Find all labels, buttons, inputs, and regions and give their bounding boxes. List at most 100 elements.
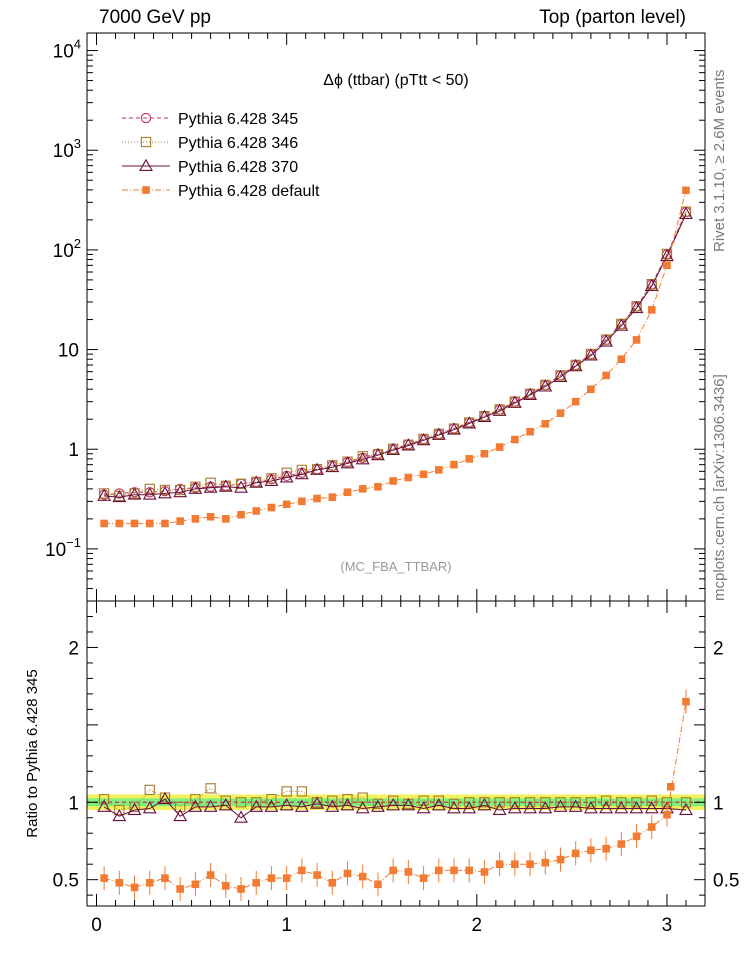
main-data-point	[632, 336, 641, 344]
main-data-point	[587, 385, 595, 394]
ratio-data-point	[585, 797, 597, 808]
main-data-point	[644, 278, 659, 291]
main-data-point	[328, 493, 337, 502]
ratio-y-tick-label-right: 2	[713, 638, 724, 659]
main-data-point	[507, 395, 522, 408]
ratio-data-point	[431, 798, 446, 811]
main-data-point	[191, 515, 200, 523]
main-data-point	[206, 512, 215, 521]
main-data-point	[279, 470, 294, 483]
main-data-point	[583, 348, 598, 361]
y-tick-label: 104	[53, 37, 81, 63]
main-data-point	[144, 483, 155, 495]
main-data-point	[235, 478, 247, 489]
main-data-point	[556, 409, 565, 417]
ratio-data-point	[114, 804, 125, 816]
main-series-line	[104, 190, 687, 524]
legend: Pythia 6.428 345 Pythia 6.428 346 Pythia 6…	[122, 111, 320, 200]
main-data-point	[358, 485, 367, 493]
legend-marker	[140, 112, 152, 124]
plot-title: Δϕ (ttbar) (pTtt < 50)	[323, 72, 468, 89]
main-data-point	[294, 466, 309, 480]
ratio-data-point	[340, 798, 355, 811]
main-data-point	[616, 318, 627, 330]
ratio-data-point	[507, 801, 522, 814]
ratio-data-point	[462, 801, 477, 814]
ratio-series-line	[103, 798, 687, 819]
ratio-data-point	[509, 797, 520, 808]
main-data-point	[355, 452, 370, 465]
main-data-point	[218, 479, 233, 492]
x-tick-label: 1	[281, 915, 292, 936]
ratio-data-point	[205, 783, 216, 794]
main-data-point	[370, 447, 385, 461]
ratio-data-point	[629, 801, 644, 814]
legend-marker	[140, 136, 152, 148]
ratio-data-point	[538, 801, 553, 814]
ratio-data-point	[599, 801, 614, 814]
main-data-point	[682, 186, 690, 195]
ratio-data-point	[666, 782, 675, 791]
main-data-point	[602, 371, 610, 380]
main-data-point	[343, 488, 352, 497]
main-data-point	[310, 462, 325, 475]
x-tick-label: 3	[662, 915, 673, 936]
main-data-point	[130, 519, 139, 528]
ratio-y-tick-label: 1	[68, 793, 79, 814]
main-data-point	[679, 206, 693, 219]
energy-label: 7000 GeV pp	[99, 7, 211, 28]
ratio-data-point	[479, 797, 490, 808]
ratio-data-point	[112, 808, 127, 822]
main-data-point	[614, 318, 629, 331]
ratio-data-point	[568, 799, 583, 812]
main-data-point	[325, 459, 340, 473]
main-data-point	[264, 473, 279, 486]
ratio-data-point	[264, 799, 279, 812]
main-data-point	[158, 486, 172, 499]
ratio-y-tick-label: 0.5	[53, 871, 79, 892]
ratio-data-point	[631, 797, 642, 808]
main-series-line	[104, 211, 687, 496]
analysis-watermark: (MC_FBA_TTBAR)	[340, 559, 451, 574]
ratio-data-point	[416, 801, 431, 814]
ratio-data-point	[327, 795, 338, 806]
ratio-data-point	[144, 784, 155, 796]
ratio-data-point	[646, 795, 657, 806]
ratio-data-point	[583, 801, 598, 814]
ratio-y-tick-label: 2	[68, 638, 79, 659]
ratio-data-point	[355, 801, 370, 814]
x-tick-label: 0	[91, 915, 102, 936]
main-data-point	[357, 451, 368, 462]
main-data-point	[401, 438, 416, 451]
main-data-point	[599, 334, 614, 347]
y-tick-label: 103	[53, 136, 81, 162]
ratio-data-point	[447, 801, 461, 814]
legend-marker	[142, 186, 150, 194]
ratio-data-point	[553, 799, 568, 812]
main-data-point	[142, 487, 157, 500]
main-data-point	[145, 519, 154, 528]
main-data-point	[203, 480, 218, 493]
ratio-data-point	[142, 801, 157, 814]
ratio-data-point	[173, 808, 188, 822]
ratio-data-point	[281, 786, 292, 797]
main-data-point	[374, 482, 382, 491]
main-data-point	[568, 358, 583, 372]
main-data-point	[237, 510, 245, 519]
main-data-point	[447, 422, 461, 435]
ratio-data-point	[464, 797, 475, 808]
ratio-y-axis: 0.5 0.5 1 1 2 2	[53, 615, 739, 896]
main-data-point	[252, 507, 261, 515]
main-data-point	[465, 455, 474, 463]
main-data-point	[629, 300, 644, 314]
y-tick-label: 10−1	[45, 535, 81, 561]
main-data-point	[127, 487, 142, 500]
main-data-point	[492, 403, 507, 416]
ratio-data-point	[680, 797, 692, 808]
main-data-point	[404, 473, 413, 482]
ratio-data-point	[342, 794, 353, 805]
main-y-axis: 10−1 1 10 102 103 104	[45, 37, 705, 602]
ratio-data-point	[401, 798, 416, 811]
main-data-point	[462, 416, 477, 429]
